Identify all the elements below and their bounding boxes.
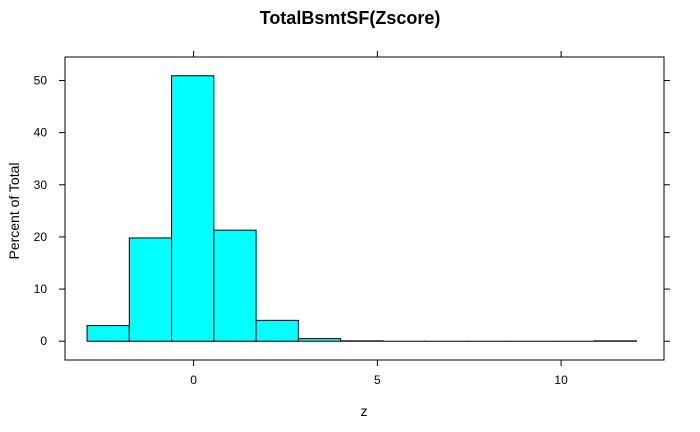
histogram-bar-3 — [213, 229, 257, 342]
x-tick-label-5: 5 — [374, 373, 381, 387]
histogram-bar-5 — [297, 338, 342, 342]
plot-panel — [64, 56, 665, 361]
chart-title: TotalBsmtSF(Zscore) — [260, 8, 441, 28]
histogram-bar-1 — [128, 237, 173, 342]
y-tick-label-50: 50 — [34, 73, 48, 87]
y-tick-label-10: 10 — [34, 282, 48, 296]
y-tick-label-40: 40 — [34, 126, 48, 140]
y-tick-label-20: 20 — [34, 230, 48, 244]
y-axis-label: Percent of Total — [6, 162, 22, 259]
x-tick-label-0: 0 — [190, 373, 197, 387]
axes-group: 0 5 10 0 10 20 30 40 50 — [34, 51, 670, 387]
histogram-bar-2 — [171, 75, 215, 342]
bars-group — [86, 75, 637, 342]
x-tick-label-10: 10 — [554, 373, 568, 387]
y-tick-label-0: 0 — [40, 334, 47, 348]
histogram-bar-0 — [86, 325, 130, 342]
y-tick-label-30: 30 — [34, 178, 48, 192]
histogram-bar-4 — [255, 319, 299, 342]
x-axis-label: z — [361, 403, 368, 419]
